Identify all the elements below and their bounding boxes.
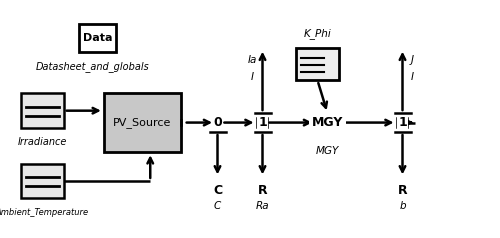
Text: PV_Source: PV_Source bbox=[114, 117, 172, 128]
Text: K_Phi: K_Phi bbox=[304, 28, 332, 39]
Bar bbox=[21, 164, 64, 198]
Text: Ambient_Temperature: Ambient_Temperature bbox=[0, 208, 89, 217]
Text: Ra: Ra bbox=[256, 201, 270, 211]
Text: b: b bbox=[399, 201, 406, 211]
Bar bbox=[21, 93, 64, 128]
Text: 0: 0 bbox=[213, 116, 222, 129]
Text: J: J bbox=[411, 55, 414, 65]
Text: Data: Data bbox=[83, 33, 112, 43]
Text: C: C bbox=[214, 201, 221, 211]
Text: C: C bbox=[213, 184, 222, 198]
Text: I: I bbox=[411, 72, 414, 82]
Text: R: R bbox=[258, 184, 268, 198]
Text: MGY: MGY bbox=[312, 116, 343, 129]
Bar bbox=[104, 93, 181, 152]
Text: 1: 1 bbox=[258, 116, 267, 129]
Text: Ia: Ia bbox=[248, 55, 257, 65]
Bar bbox=[79, 25, 116, 52]
Text: 1: 1 bbox=[398, 116, 407, 129]
Bar bbox=[296, 48, 339, 80]
Text: I: I bbox=[251, 72, 254, 82]
Text: Irradiance: Irradiance bbox=[18, 138, 67, 148]
Text: R: R bbox=[398, 184, 407, 198]
Text: Datasheet_and_globals: Datasheet_and_globals bbox=[36, 61, 150, 72]
Text: MGY: MGY bbox=[316, 146, 339, 156]
